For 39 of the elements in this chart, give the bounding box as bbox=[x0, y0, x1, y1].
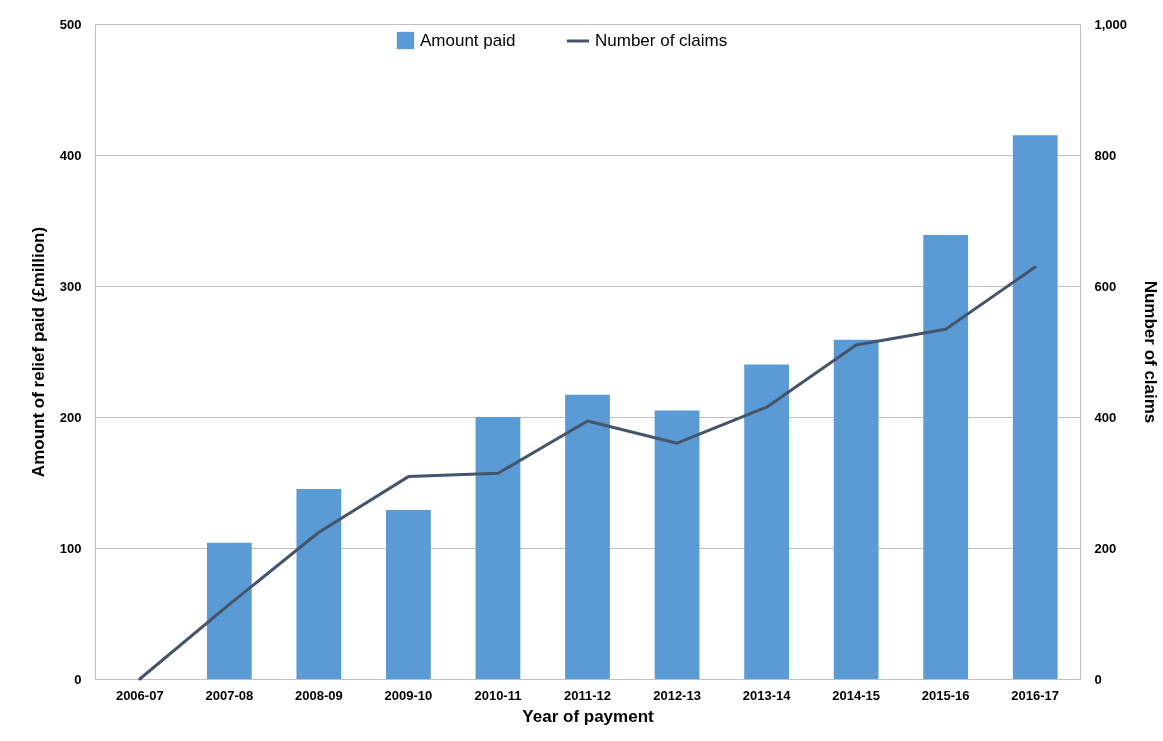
x-tick-label: 2016-17 bbox=[1011, 687, 1060, 703]
y2-tick-label: 800 bbox=[1094, 147, 1117, 163]
bar bbox=[386, 510, 431, 679]
x-tick-label: 2007-08 bbox=[205, 687, 254, 703]
bar bbox=[296, 489, 342, 679]
y-tick-label: 200 bbox=[59, 409, 82, 425]
y-tick-label: 400 bbox=[59, 147, 82, 163]
bar bbox=[923, 234, 969, 679]
y-tick-label: 100 bbox=[59, 540, 82, 556]
y-axis-title: Amount of relief paid (£million) bbox=[28, 226, 48, 478]
x-tick-label: 2010-11 bbox=[474, 687, 522, 703]
y2-tick-label: 400 bbox=[1094, 409, 1117, 425]
y2-tick-label: 200 bbox=[1094, 540, 1117, 556]
bar bbox=[833, 339, 879, 679]
bar bbox=[1012, 135, 1058, 679]
y2-tick-label: 1,000 bbox=[1094, 16, 1128, 32]
x-tick-label: 2009-10 bbox=[384, 687, 433, 703]
y-tick-label: 0 bbox=[74, 671, 82, 687]
bar bbox=[654, 410, 700, 679]
y-tick-label: 500 bbox=[59, 16, 82, 32]
bar bbox=[206, 542, 252, 679]
x-tick-label: 2006-07 bbox=[115, 687, 164, 703]
x-tick-label: 2008-09 bbox=[295, 687, 343, 703]
legend-label: Amount paid bbox=[420, 30, 516, 50]
bar bbox=[475, 417, 521, 679]
x-tick-label: 2012-13 bbox=[653, 687, 701, 703]
legend-label: Number of claims bbox=[595, 31, 728, 50]
y2-axis-title: Number of claims bbox=[1141, 280, 1161, 424]
x-axis-title: Year of payment bbox=[522, 706, 654, 726]
y2-tick-label: 0 bbox=[1094, 671, 1102, 687]
x-tick-label: 2011-12 bbox=[564, 687, 611, 703]
y-tick-label: 300 bbox=[59, 278, 82, 294]
x-tick-label: 2015-16 bbox=[921, 687, 970, 703]
x-tick-label: 2014-15 bbox=[832, 687, 880, 703]
bar bbox=[744, 364, 789, 679]
x-tick-label: 2013-14 bbox=[742, 687, 792, 703]
bar bbox=[565, 394, 610, 679]
y2-tick-label: 600 bbox=[1094, 278, 1117, 294]
line-series bbox=[138, 265, 1037, 681]
